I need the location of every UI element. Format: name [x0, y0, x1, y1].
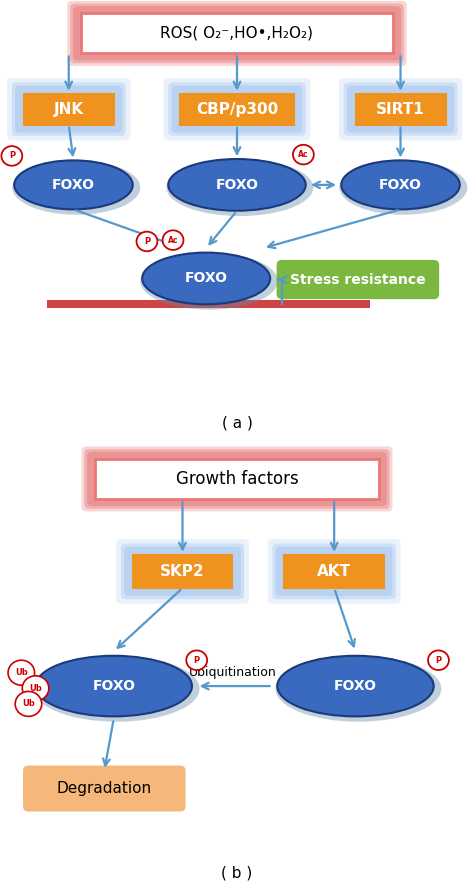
FancyBboxPatch shape [339, 78, 462, 140]
Text: ROS( O₂⁻,HO•,H₂O₂): ROS( O₂⁻,HO•,H₂O₂) [161, 26, 313, 41]
Ellipse shape [142, 252, 270, 305]
Text: Growth factors: Growth factors [176, 470, 298, 488]
Ellipse shape [275, 656, 441, 722]
Text: Ac: Ac [168, 235, 178, 245]
FancyBboxPatch shape [284, 554, 384, 588]
FancyBboxPatch shape [12, 82, 126, 135]
FancyBboxPatch shape [116, 539, 249, 604]
FancyBboxPatch shape [276, 546, 392, 596]
Ellipse shape [166, 159, 313, 216]
Circle shape [428, 650, 449, 670]
Circle shape [137, 232, 157, 251]
Circle shape [22, 675, 49, 700]
FancyBboxPatch shape [73, 6, 401, 61]
Ellipse shape [339, 160, 467, 215]
FancyBboxPatch shape [124, 546, 241, 596]
Circle shape [8, 660, 35, 685]
Circle shape [293, 144, 314, 165]
Circle shape [1, 146, 22, 166]
FancyBboxPatch shape [168, 82, 306, 135]
Ellipse shape [168, 159, 306, 211]
Ellipse shape [140, 253, 278, 309]
Ellipse shape [14, 160, 133, 209]
FancyBboxPatch shape [87, 452, 387, 506]
Ellipse shape [12, 160, 140, 215]
FancyBboxPatch shape [7, 78, 130, 140]
FancyBboxPatch shape [172, 86, 302, 133]
Text: Ubiquitination: Ubiquitination [188, 666, 276, 679]
Text: P: P [436, 656, 441, 665]
FancyBboxPatch shape [121, 544, 244, 599]
Circle shape [15, 691, 42, 716]
FancyBboxPatch shape [15, 86, 122, 133]
Text: Ub: Ub [22, 699, 35, 708]
FancyBboxPatch shape [82, 446, 392, 511]
FancyBboxPatch shape [24, 94, 114, 125]
FancyBboxPatch shape [84, 449, 390, 509]
FancyBboxPatch shape [81, 13, 393, 53]
FancyBboxPatch shape [164, 78, 310, 140]
Text: Ub: Ub [29, 683, 42, 693]
Text: FOXO: FOXO [92, 679, 135, 693]
Text: FOXO: FOXO [379, 178, 422, 192]
Circle shape [163, 230, 183, 249]
FancyBboxPatch shape [277, 260, 438, 298]
Text: Ac: Ac [298, 150, 309, 159]
Bar [47, 300, 370, 308]
Text: Degradation: Degradation [57, 781, 152, 796]
FancyBboxPatch shape [180, 94, 294, 125]
Text: FOXO: FOXO [334, 679, 377, 693]
FancyBboxPatch shape [344, 82, 457, 135]
Text: Ub: Ub [15, 668, 27, 677]
Text: Stress resistance: Stress resistance [290, 273, 426, 287]
FancyBboxPatch shape [24, 766, 185, 811]
Text: ( b ): ( b ) [221, 866, 253, 880]
FancyBboxPatch shape [95, 459, 379, 499]
Ellipse shape [36, 656, 192, 716]
Text: AKT: AKT [317, 564, 351, 579]
Circle shape [186, 650, 207, 670]
Text: SKP2: SKP2 [160, 564, 205, 579]
Text: SIRT1: SIRT1 [376, 102, 425, 117]
Text: FOXO: FOXO [52, 178, 95, 192]
Text: FOXO: FOXO [216, 178, 258, 192]
Text: CBP/p300: CBP/p300 [196, 102, 278, 117]
FancyBboxPatch shape [133, 554, 232, 588]
Text: P: P [144, 237, 150, 246]
Text: ( a ): ( a ) [221, 416, 253, 430]
FancyBboxPatch shape [70, 4, 404, 63]
Text: P: P [9, 151, 15, 160]
FancyBboxPatch shape [356, 94, 446, 125]
FancyBboxPatch shape [268, 539, 401, 604]
FancyBboxPatch shape [273, 544, 396, 599]
Text: P: P [194, 656, 200, 665]
FancyBboxPatch shape [347, 86, 454, 133]
Ellipse shape [34, 656, 200, 722]
Text: FOXO: FOXO [185, 272, 228, 285]
FancyBboxPatch shape [67, 1, 407, 66]
Ellipse shape [277, 656, 434, 716]
Ellipse shape [341, 160, 460, 209]
Text: JNK: JNK [54, 102, 84, 117]
